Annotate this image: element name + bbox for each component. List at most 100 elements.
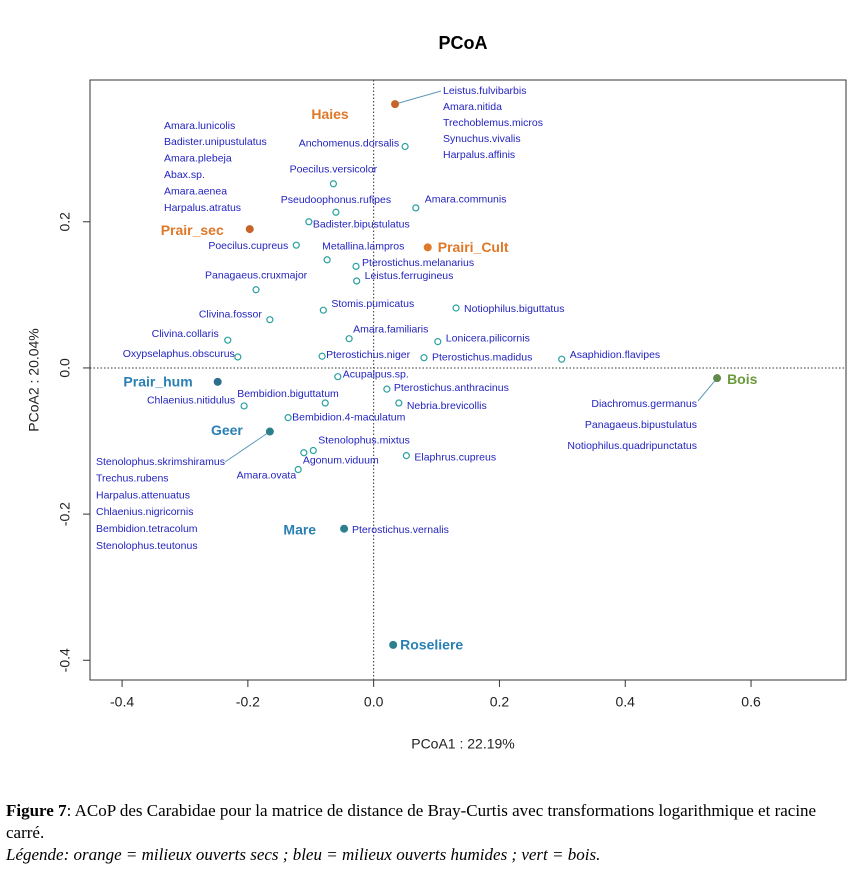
species-point [434, 338, 442, 346]
species-label: Stenolophus.mixtus [318, 434, 410, 446]
x-tick-label: -0.2 [236, 694, 260, 710]
species-point [332, 208, 340, 216]
species-label: Pterostichus.anthracinus [394, 382, 509, 394]
site-point [340, 524, 349, 533]
species-label: Chlaenius.nigricornis [96, 506, 193, 518]
caption-text: : ACoP des Carabidae pour la matrice de … [6, 801, 817, 842]
species-label: Oxypselaphus.obscurus [123, 348, 235, 360]
species-point [329, 180, 338, 188]
species-label: Abax.sp. [164, 169, 205, 181]
y-tick-label: -0.2 [57, 502, 73, 526]
species-label: Pterostichus.niger [326, 349, 411, 361]
species-label: Notiophilus.quadripunctatus [567, 440, 697, 452]
species-label: Badister.bipustulatus [313, 219, 410, 231]
caption-label: Figure 7 [6, 801, 67, 820]
site-point [265, 427, 274, 436]
species-label: Nebria.brevicollis [407, 400, 487, 412]
species-label: Lonicera.pilicornis [446, 332, 530, 344]
leader-line [224, 431, 271, 463]
plot-frame [89, 79, 847, 681]
species-point [305, 218, 313, 226]
species-label: Stomis.pumicatus [331, 298, 414, 310]
caption-line: Figure 7: ACoP des Carabidae pour la mat… [6, 800, 826, 844]
site-label: Bois [727, 371, 758, 387]
site-point [389, 640, 398, 649]
y-tick-label: 0.0 [57, 358, 73, 378]
species-point [266, 316, 274, 324]
site-label: Mare [283, 521, 316, 537]
species-label: Agonum.viduum [303, 454, 379, 466]
species-label: Anchomenus.dorsalis [299, 137, 399, 149]
species-label: Poecilus.versicolor [290, 164, 378, 176]
caption-legend: Légende: orange = milieux ouverts secs ;… [6, 845, 601, 864]
species-point [420, 354, 428, 362]
species-point [294, 465, 302, 474]
species-label: Clivina.collaris [152, 328, 219, 340]
species-label: Amara.nitida [443, 101, 502, 113]
leader-line [697, 377, 718, 402]
species-label: Clivina.fossor [199, 308, 263, 320]
figure-caption: Figure 7: ACoP des Carabidae pour la mat… [6, 800, 826, 866]
species-point [412, 204, 420, 212]
species-label: Trechus.rubens [96, 473, 169, 485]
species-label: Amara.familiaris [353, 323, 428, 335]
species-label: Pterostichus.melanarius [362, 257, 474, 269]
site-label: Haies [311, 106, 349, 122]
species-label: Panagaeus.bipustulatus [585, 419, 697, 431]
species-point [383, 385, 391, 393]
x-tick-label: 0.2 [490, 694, 510, 710]
species-point [300, 449, 308, 457]
species-point [292, 241, 300, 249]
x-tick-label: 0.0 [364, 694, 384, 710]
site-label: Prair_sec [161, 222, 224, 238]
site-point [713, 374, 722, 383]
species-label: Poecilus.cupreus [208, 240, 288, 252]
species-label: Acupalpus.sp. [343, 368, 409, 380]
species-label: Amara.ovata [237, 469, 297, 481]
species-label: Notiophilus.biguttatus [464, 303, 564, 315]
species-point [402, 452, 410, 460]
species-label: Pterostichus.madidus [432, 351, 532, 363]
x-tick-label: 0.6 [741, 694, 761, 710]
species-label: Asaphidion.flavipes [570, 349, 660, 361]
species-label: Amara.communis [425, 194, 507, 206]
site-point [423, 243, 432, 252]
species-label: Harpalus.atratus [164, 202, 241, 214]
species-point [352, 262, 360, 270]
species-label: Amara.lunicolis [164, 120, 235, 132]
x-tick-label: -0.4 [110, 694, 134, 710]
species-label: Pseudoophonus.rufipes [281, 194, 391, 206]
species-label: Amara.plebeja [164, 153, 232, 165]
species-point [558, 355, 566, 363]
chart: PCoA PCoA1 : 22.19% PCoA2 : 20.04% -0.4 -… [26, 33, 847, 752]
species-label: Pterostichus.vernalis [352, 524, 449, 536]
species-point [334, 373, 342, 381]
x-tick-label: 0.4 [616, 694, 636, 710]
species-point [252, 286, 260, 294]
chart-title: PCoA [439, 33, 488, 53]
species-label: Leistus.fulvibarbis [443, 85, 526, 97]
leader-line [394, 90, 442, 105]
species-point [452, 304, 460, 312]
site-label: Roseliere [400, 637, 463, 653]
y-tick-label: 0.2 [57, 212, 73, 232]
species-label: Synuchus.vivalis [443, 133, 521, 145]
species-label: Harpalus.attenuatus [96, 489, 190, 501]
species-label: Metallina.lampros [322, 241, 404, 253]
species-point [321, 399, 329, 407]
site-point [391, 100, 400, 109]
species-label: Stenolophus.skrimshiramus [96, 456, 225, 468]
species-point [395, 399, 403, 407]
species-point [353, 277, 361, 285]
site-label: Prair_hum [123, 374, 192, 390]
species-label: Bembidion.4-maculatum [292, 411, 405, 423]
species-label: Trechoblemus.micros [443, 117, 543, 129]
y-tick-label: -0.4 [57, 648, 73, 672]
site-point [213, 377, 222, 386]
site-point [245, 225, 254, 234]
site-label: Prairi_Cult [438, 239, 509, 255]
species-label: Elaphrus.cupreus [414, 451, 496, 463]
species-point [345, 335, 353, 343]
species-point [240, 402, 248, 410]
